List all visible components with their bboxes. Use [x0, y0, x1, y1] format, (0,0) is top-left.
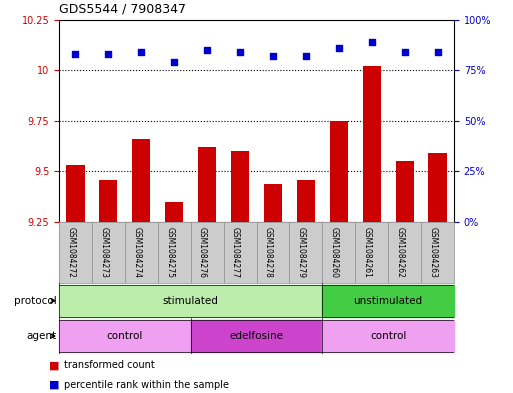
Bar	[363, 66, 381, 222]
Bar	[191, 320, 322, 352]
Bar	[100, 180, 117, 222]
Text: GSM1084263: GSM1084263	[428, 227, 438, 278]
Text: GSM1084272: GSM1084272	[67, 227, 75, 278]
Text: GDS5544 / 7908347: GDS5544 / 7908347	[59, 3, 186, 16]
Text: ■: ■	[49, 380, 59, 390]
Text: transformed count: transformed count	[64, 360, 155, 371]
Text: GSM1084273: GSM1084273	[100, 227, 108, 278]
Point	[334, 45, 343, 51]
Point	[269, 53, 277, 59]
Point	[368, 39, 376, 45]
Bar	[66, 165, 85, 222]
Text: GSM1084276: GSM1084276	[198, 227, 207, 278]
Bar	[330, 121, 348, 222]
Text: control: control	[370, 331, 406, 341]
Text: GSM1084261: GSM1084261	[363, 227, 372, 278]
Bar	[396, 161, 413, 222]
Text: agent: agent	[26, 331, 56, 341]
Text: edelfosine: edelfosine	[229, 331, 284, 341]
Text: protocol: protocol	[14, 296, 56, 306]
Point	[203, 47, 211, 53]
Bar	[297, 180, 315, 222]
Bar	[428, 153, 447, 222]
Point	[71, 51, 80, 57]
Text: ■: ■	[49, 360, 59, 371]
Bar	[231, 151, 249, 222]
Text: control: control	[107, 331, 143, 341]
Bar	[198, 147, 216, 222]
Text: unstimulated: unstimulated	[353, 296, 423, 306]
Text: GSM1084279: GSM1084279	[297, 227, 306, 278]
Bar	[165, 202, 183, 222]
Point	[302, 53, 310, 59]
Bar	[322, 285, 454, 317]
Bar	[322, 320, 454, 352]
Point	[433, 49, 442, 55]
Text: percentile rank within the sample: percentile rank within the sample	[64, 380, 229, 390]
Bar	[59, 320, 191, 352]
Text: GSM1084260: GSM1084260	[330, 227, 339, 278]
Point	[170, 59, 179, 65]
Point	[236, 49, 244, 55]
Text: stimulated: stimulated	[163, 296, 219, 306]
Text: GSM1084277: GSM1084277	[231, 227, 240, 278]
Point	[401, 49, 409, 55]
Text: GSM1084278: GSM1084278	[264, 227, 273, 278]
Text: GSM1084274: GSM1084274	[132, 227, 141, 278]
Text: GSM1084275: GSM1084275	[165, 227, 174, 278]
Bar	[264, 184, 282, 222]
Bar	[59, 285, 322, 317]
Point	[104, 51, 112, 57]
Text: GSM1084262: GSM1084262	[396, 227, 405, 278]
Bar	[132, 139, 150, 222]
Point	[137, 49, 145, 55]
